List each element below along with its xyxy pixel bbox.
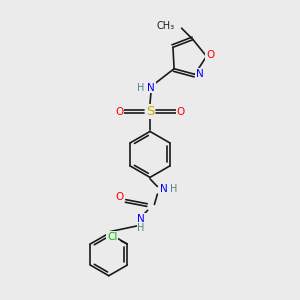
Text: CH₃: CH₃	[157, 21, 175, 31]
Text: Cl: Cl	[107, 232, 118, 242]
Text: H: H	[137, 82, 144, 93]
Text: N: N	[137, 214, 145, 224]
Text: N: N	[147, 82, 155, 93]
Text: H: H	[137, 223, 145, 233]
Text: N: N	[196, 69, 204, 79]
Text: S: S	[146, 105, 154, 118]
Text: O: O	[115, 192, 123, 202]
Text: H: H	[170, 184, 178, 194]
Text: O: O	[206, 50, 214, 60]
Text: O: O	[115, 107, 123, 117]
Text: N: N	[160, 184, 168, 194]
Text: O: O	[177, 107, 185, 117]
